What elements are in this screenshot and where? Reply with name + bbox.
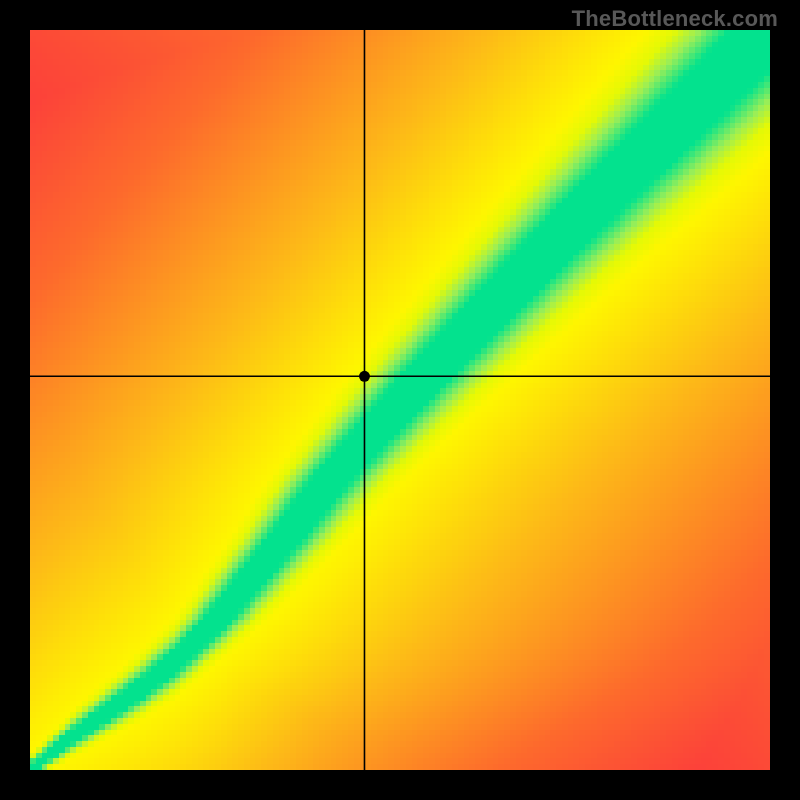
chart-container: TheBottleneck.com [0,0,800,800]
watermark-text: TheBottleneck.com [572,6,778,32]
heatmap-canvas [30,30,770,770]
